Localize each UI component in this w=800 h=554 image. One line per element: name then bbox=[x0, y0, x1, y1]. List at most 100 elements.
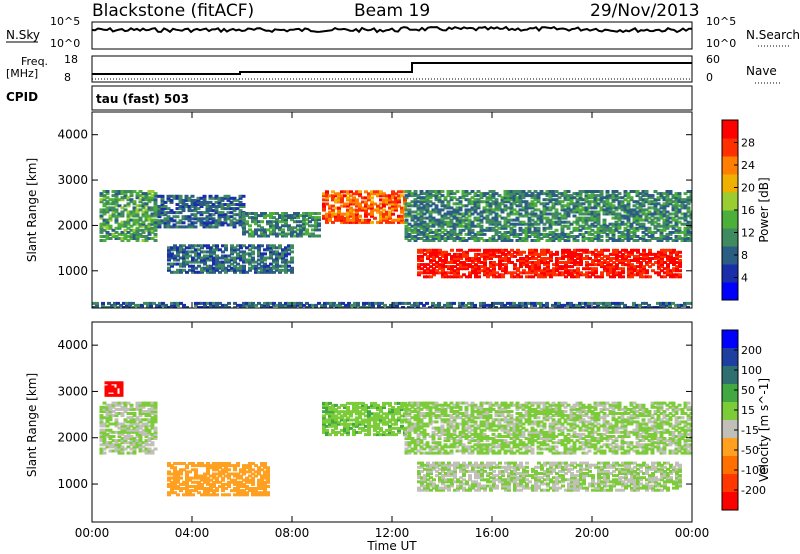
heatmap-cell bbox=[503, 194, 508, 198]
heatmap-cell bbox=[494, 228, 499, 232]
heatmap-cell bbox=[188, 260, 192, 264]
heatmap-cell bbox=[208, 223, 213, 227]
heatmap-cell bbox=[603, 269, 607, 273]
heatmap-cell bbox=[620, 216, 625, 220]
heatmap-cell bbox=[530, 239, 535, 242]
heatmap-cell bbox=[614, 301, 618, 305]
heatmap-cell bbox=[555, 265, 559, 269]
heatmap-cell bbox=[644, 208, 649, 212]
heatmap-cell bbox=[455, 220, 460, 224]
heatmap-cell bbox=[114, 414, 119, 418]
heatmap-cell bbox=[185, 254, 189, 258]
heatmap-cell bbox=[203, 262, 207, 266]
heatmap-cell bbox=[474, 269, 478, 273]
heatmap-cell bbox=[543, 259, 547, 262]
heatmap-cell bbox=[585, 261, 589, 264]
heatmap-cell bbox=[224, 306, 228, 308]
heatmap-cell bbox=[340, 196, 344, 200]
heatmap-cell bbox=[426, 263, 430, 267]
heatmap-cell bbox=[419, 190, 424, 193]
heatmap-cell bbox=[203, 258, 207, 262]
heatmap-cell bbox=[173, 258, 177, 262]
heatmap-cell bbox=[494, 212, 499, 216]
heatmap-cell bbox=[302, 226, 306, 230]
heatmap-cell bbox=[605, 228, 610, 232]
heatmap-cell bbox=[182, 482, 186, 486]
heatmap-cell bbox=[108, 422, 113, 426]
heatmap-cell bbox=[503, 216, 508, 220]
heatmap-cell bbox=[452, 301, 456, 305]
heatmap-cell bbox=[197, 260, 201, 264]
heatmap-cell bbox=[440, 202, 445, 206]
heatmap-cell bbox=[153, 198, 158, 202]
heatmap-cell bbox=[594, 257, 598, 260]
heatmap-cell bbox=[654, 271, 658, 275]
heatmap-cell bbox=[471, 257, 475, 260]
heatmap-cell bbox=[299, 234, 303, 238]
heatmap-cell bbox=[503, 218, 508, 222]
heatmap-cell bbox=[599, 190, 604, 193]
heatmap-cell bbox=[278, 226, 282, 230]
heatmap-cell bbox=[126, 441, 131, 445]
heatmap-cell bbox=[135, 401, 140, 405]
heatmap-cell bbox=[468, 263, 472, 267]
heatmap-cell bbox=[623, 190, 628, 193]
heatmap-cell bbox=[461, 212, 466, 216]
heatmap-cell bbox=[549, 275, 553, 279]
heatmap-cell bbox=[474, 273, 478, 277]
heatmap-cell bbox=[245, 466, 249, 470]
heatmap-cell bbox=[173, 468, 177, 472]
heatmap-cell bbox=[479, 230, 484, 234]
heatmap-cell bbox=[516, 269, 520, 273]
heatmap-cell bbox=[431, 218, 436, 222]
heatmap-cell bbox=[167, 470, 171, 474]
heatmap-cell bbox=[645, 252, 649, 256]
heatmap-cell bbox=[614, 206, 619, 210]
heatmap-cell bbox=[191, 468, 195, 472]
heatmap-cell bbox=[638, 198, 643, 202]
heatmap-cell bbox=[211, 196, 216, 200]
heatmap-cell bbox=[227, 301, 231, 305]
heatmap-cell bbox=[641, 218, 646, 222]
heatmap-cell bbox=[199, 213, 204, 217]
heatmap-cell bbox=[388, 198, 392, 202]
heatmap-cell bbox=[678, 254, 682, 258]
heatmap-cell bbox=[474, 267, 478, 271]
heatmap-cell bbox=[660, 250, 664, 254]
heatmap-cell bbox=[141, 445, 146, 449]
heatmap-cell bbox=[453, 271, 457, 275]
heatmap-cell bbox=[238, 217, 243, 221]
heatmap-cell bbox=[689, 232, 692, 236]
heatmap-cell bbox=[166, 219, 171, 223]
heatmap-cell bbox=[102, 435, 107, 438]
heatmap-cell bbox=[576, 271, 580, 275]
heatmap-cell bbox=[391, 218, 395, 222]
heatmap-cell bbox=[608, 306, 612, 308]
heatmap-cell bbox=[214, 200, 219, 204]
heatmap-cell bbox=[462, 254, 466, 258]
heatmap-cell bbox=[467, 192, 472, 196]
heatmap-cell bbox=[422, 226, 427, 230]
heatmap-cell bbox=[558, 257, 562, 260]
heatmap-cell bbox=[683, 206, 688, 210]
heatmap-cell bbox=[114, 422, 119, 426]
heatmap-cell bbox=[485, 202, 490, 206]
heatmap-cell bbox=[123, 194, 128, 198]
heatmap-cell bbox=[671, 196, 676, 200]
heatmap-cell bbox=[308, 212, 312, 215]
heatmap-cell bbox=[656, 218, 661, 222]
heatmap-cell bbox=[117, 198, 122, 202]
heatmap-cell bbox=[594, 267, 598, 271]
heatmap-cell bbox=[549, 250, 553, 254]
heatmap-cell bbox=[647, 239, 652, 242]
heatmap-cell bbox=[518, 214, 523, 218]
heatmap-cell bbox=[248, 212, 252, 215]
heatmap-cell bbox=[200, 250, 204, 254]
heatmap-cell bbox=[665, 214, 670, 218]
heatmap-cell bbox=[641, 306, 645, 308]
heatmap-cell bbox=[459, 252, 463, 256]
heatmap-cell bbox=[609, 263, 613, 267]
heatmap-cell bbox=[575, 204, 580, 208]
heatmap-cell bbox=[208, 196, 213, 200]
heatmap-cell bbox=[123, 435, 128, 438]
